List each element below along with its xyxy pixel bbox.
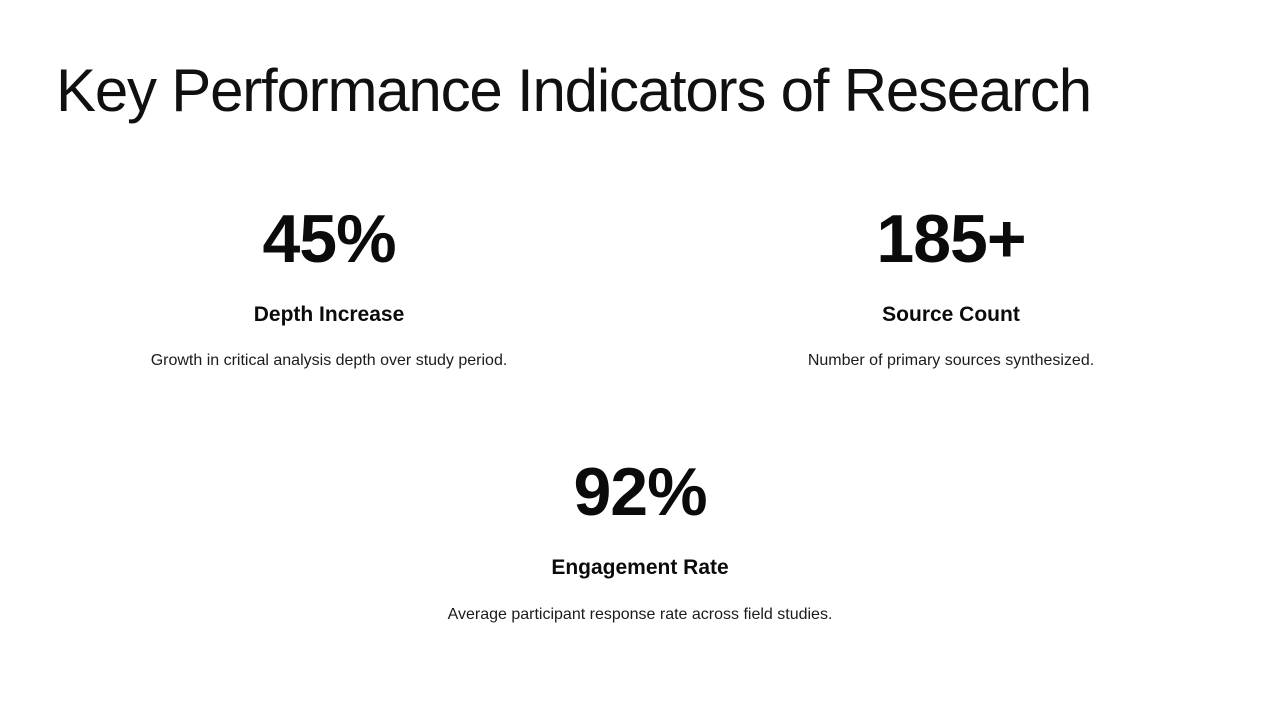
kpi-stat-source-count: 185+ Source Count Number of primary sour… bbox=[640, 205, 1262, 370]
stat-label: Depth Increase bbox=[253, 303, 405, 326]
kpi-stats-group: 45% Depth Increase Growth in critical an… bbox=[0, 205, 1280, 624]
kpi-stat-engagement-rate: 92% Engagement Rate Average participant … bbox=[329, 458, 951, 623]
stat-label: Source Count bbox=[882, 303, 1020, 326]
stat-value: 92% bbox=[573, 454, 707, 531]
slide-title: Key Performance Indicators of Research bbox=[56, 57, 1092, 124]
stat-value: 45% bbox=[262, 201, 396, 277]
stat-description: Growth in critical analysis depth over s… bbox=[150, 352, 508, 370]
stat-value: 185+ bbox=[876, 201, 1026, 277]
stat-description: Average participant response rate across… bbox=[447, 605, 833, 623]
stat-description: Number of primary sources synthesized. bbox=[807, 352, 1095, 370]
stat-label: Engagement Rate bbox=[551, 556, 729, 580]
kpi-stat-depth-increase: 45% Depth Increase Growth in critical an… bbox=[18, 205, 640, 370]
